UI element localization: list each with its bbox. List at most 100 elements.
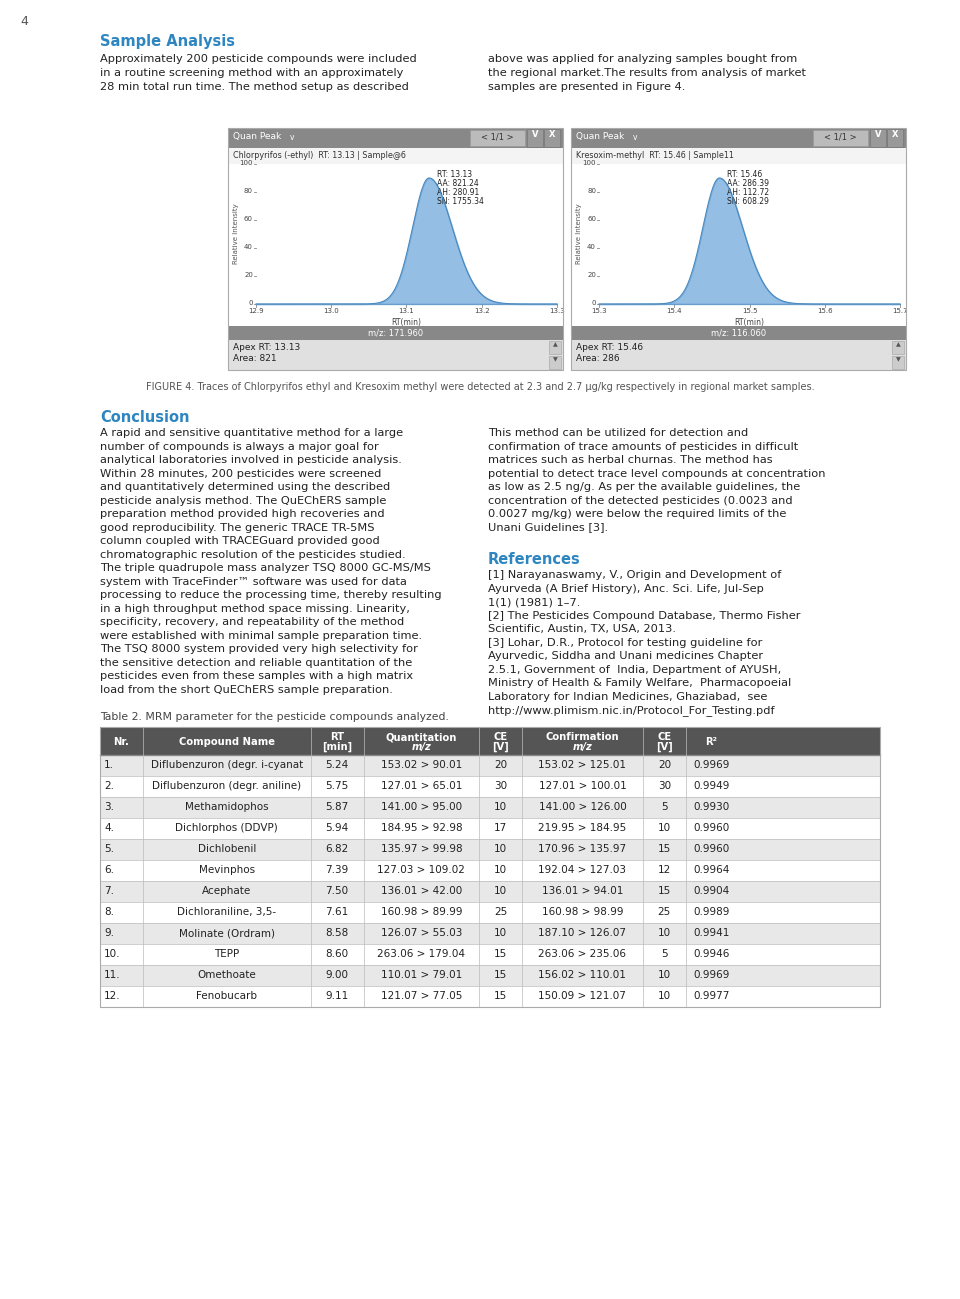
- Text: matrices such as herbal churnas. The method has: matrices such as herbal churnas. The met…: [488, 455, 773, 465]
- Text: potential to detect trace level compounds at concentration: potential to detect trace level compound…: [488, 469, 826, 478]
- Text: 20: 20: [244, 271, 253, 278]
- Text: 156.02 > 110.01: 156.02 > 110.01: [539, 970, 626, 979]
- Text: Omethoate: Omethoate: [198, 970, 256, 979]
- Text: 4: 4: [20, 16, 28, 29]
- Text: [V]: [V]: [492, 742, 509, 752]
- Text: Scientific, Austin, TX, USA, 2013.: Scientific, Austin, TX, USA, 2013.: [488, 624, 676, 634]
- Bar: [228, 129, 563, 370]
- Bar: [100, 944, 880, 965]
- Text: number of compounds is always a major goal for: number of compounds is always a major go…: [100, 442, 379, 452]
- Bar: [571, 129, 906, 148]
- Text: 13.2: 13.2: [474, 308, 490, 314]
- Text: Approximately 200 pesticide compounds were included: Approximately 200 pesticide compounds we…: [100, 55, 417, 64]
- Text: Apex RT: 13.13: Apex RT: 13.13: [233, 343, 300, 352]
- Text: Ministry of Health & Family Welfare,  Pharmacopoeial: Ministry of Health & Family Welfare, Pha…: [488, 678, 791, 688]
- Text: 184.95 > 92.98: 184.95 > 92.98: [380, 824, 462, 833]
- Text: 10: 10: [494, 927, 507, 938]
- Text: 15: 15: [493, 991, 507, 1002]
- Text: Dichlobenil: Dichlobenil: [198, 844, 256, 853]
- Text: in a routine screening method with an approximately: in a routine screening method with an ap…: [100, 69, 403, 78]
- Text: 170.96 > 135.97: 170.96 > 135.97: [539, 844, 627, 853]
- Text: FIGURE 4. Traces of Chlorpyrifos ethyl and Kresoxim methyl were detected at 2.3 : FIGURE 4. Traces of Chlorpyrifos ethyl a…: [146, 382, 814, 392]
- Text: analytical laboratories involved in pesticide analysis.: analytical laboratories involved in pest…: [100, 455, 402, 465]
- Text: [min]: [min]: [322, 742, 352, 752]
- Text: above was applied for analyzing samples bought from: above was applied for analyzing samples …: [488, 55, 797, 64]
- Text: 15.6: 15.6: [817, 308, 832, 314]
- Text: ▲: ▲: [553, 342, 558, 347]
- Text: R²: R²: [706, 737, 717, 747]
- Text: 9.: 9.: [104, 927, 114, 938]
- Text: Area: 286: Area: 286: [576, 355, 619, 362]
- Text: 5.94: 5.94: [325, 824, 348, 833]
- Bar: [571, 129, 906, 370]
- Text: 7.: 7.: [104, 886, 114, 896]
- Text: Ayurvedic, Siddha and Unani medicines Chapter: Ayurvedic, Siddha and Unani medicines Ch…: [488, 651, 763, 661]
- Text: References: References: [488, 552, 581, 566]
- Text: 136.01 > 94.01: 136.01 > 94.01: [541, 886, 623, 896]
- Text: 60: 60: [244, 216, 253, 222]
- Text: < 1/1 >: < 1/1 >: [825, 132, 857, 142]
- Text: m/z: 116.060: m/z: 116.060: [711, 329, 766, 336]
- Text: 3.: 3.: [104, 801, 114, 812]
- Text: load from the short QuEChERS sample preparation.: load from the short QuEChERS sample prep…: [100, 685, 393, 695]
- Text: 5.: 5.: [104, 844, 114, 853]
- Text: 10: 10: [658, 991, 671, 1002]
- Text: 20: 20: [494, 760, 507, 770]
- Text: 9.00: 9.00: [325, 970, 348, 979]
- Text: concentration of the detected pesticides (0.0023 and: concentration of the detected pesticides…: [488, 495, 793, 505]
- Text: Nr.: Nr.: [113, 737, 130, 747]
- Text: CE: CE: [658, 733, 671, 742]
- Text: 1(1) (1981) 1–7.: 1(1) (1981) 1–7.: [488, 598, 581, 607]
- Text: m/z: m/z: [412, 742, 431, 752]
- Text: Relative Intensity: Relative Intensity: [233, 204, 239, 265]
- Text: Dichlorphos (DDVP): Dichlorphos (DDVP): [176, 824, 278, 833]
- Text: preparation method provided high recoveries and: preparation method provided high recover…: [100, 509, 385, 520]
- Text: 60: 60: [587, 216, 596, 222]
- Text: Apex RT: 15.46: Apex RT: 15.46: [576, 343, 643, 352]
- Text: 0.9969: 0.9969: [693, 970, 730, 979]
- Bar: [470, 130, 525, 145]
- Text: 192.04 > 127.03: 192.04 > 127.03: [539, 865, 627, 876]
- Text: 15: 15: [658, 844, 671, 853]
- Text: 136.01 > 42.00: 136.01 > 42.00: [381, 886, 462, 896]
- Text: 135.97 > 99.98: 135.97 > 99.98: [380, 844, 462, 853]
- Text: X: X: [892, 130, 899, 139]
- Text: confirmation of trace amounts of pesticides in difficult: confirmation of trace amounts of pestici…: [488, 442, 799, 452]
- Text: Relative Intensity: Relative Intensity: [576, 204, 582, 265]
- Bar: [228, 164, 563, 304]
- Bar: [527, 129, 543, 147]
- Text: the regional market.The results from analysis of market: the regional market.The results from ana…: [488, 69, 806, 78]
- Text: RT: 13.13: RT: 13.13: [437, 170, 472, 179]
- Bar: [100, 727, 880, 755]
- Text: 10.: 10.: [104, 950, 121, 959]
- Text: 12: 12: [658, 865, 671, 876]
- Text: 5: 5: [661, 950, 667, 959]
- Bar: [892, 342, 904, 355]
- Bar: [100, 965, 880, 986]
- Bar: [228, 340, 563, 370]
- Text: 126.07 > 55.03: 126.07 > 55.03: [381, 927, 462, 938]
- Text: Sample Analysis: Sample Analysis: [100, 34, 235, 49]
- Bar: [228, 326, 563, 340]
- Text: Ayurveda (A Brief History), Anc. Sci. Life, Jul-Sep: Ayurveda (A Brief History), Anc. Sci. Li…: [488, 583, 764, 594]
- Text: 0.9969: 0.9969: [693, 760, 730, 770]
- Text: 7.50: 7.50: [325, 886, 348, 896]
- Text: 9.11: 9.11: [325, 991, 348, 1002]
- Text: good reproducibility. The generic TRACE TR-5MS: good reproducibility. The generic TRACE …: [100, 522, 374, 533]
- Text: 30: 30: [494, 781, 507, 791]
- Text: 5.87: 5.87: [325, 801, 348, 812]
- Text: ▲: ▲: [896, 342, 900, 347]
- Text: AH: 112.72: AH: 112.72: [728, 188, 770, 197]
- Text: 8.60: 8.60: [325, 950, 348, 959]
- Text: Chlorpyrifos (-ethyl)  RT: 13.13 | Sample@6: Chlorpyrifos (-ethyl) RT: 13.13 | Sample…: [233, 151, 406, 160]
- Bar: [100, 902, 880, 924]
- Text: [2] The Pesticides Compound Database, Thermo Fisher: [2] The Pesticides Compound Database, Th…: [488, 611, 801, 621]
- Text: 13.1: 13.1: [398, 308, 415, 314]
- Text: as low as 2.5 ng/g. As per the available guidelines, the: as low as 2.5 ng/g. As per the available…: [488, 482, 801, 492]
- Text: 141.00 > 95.00: 141.00 > 95.00: [381, 801, 462, 812]
- Bar: [100, 986, 880, 1007]
- Text: 0.9960: 0.9960: [693, 824, 730, 833]
- Text: 15.3: 15.3: [591, 308, 607, 314]
- Text: 127.01 > 65.01: 127.01 > 65.01: [381, 781, 462, 791]
- Text: 25: 25: [493, 907, 507, 917]
